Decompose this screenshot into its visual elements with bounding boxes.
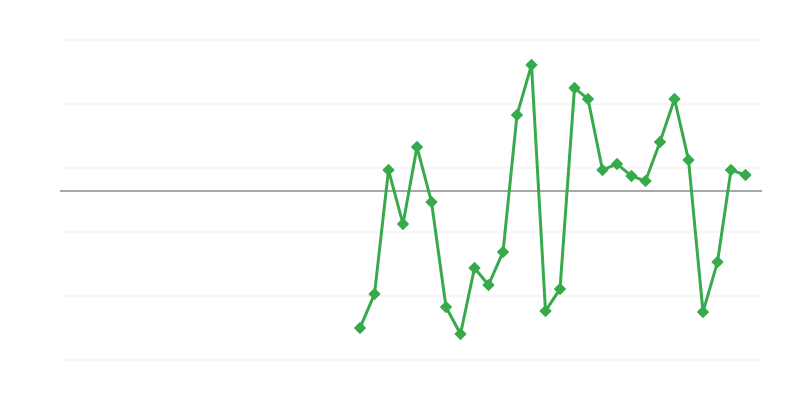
data-point-marker[interactable] [697, 306, 709, 318]
data-point-marker[interactable] [682, 154, 695, 166]
gridlines [60, 39, 762, 361]
data-point-marker[interactable] [625, 170, 638, 182]
data-point-marker[interactable] [596, 164, 609, 176]
data-point-marker[interactable] [440, 301, 452, 313]
data-point-marker[interactable] [554, 283, 566, 295]
data-point-marker[interactable] [611, 158, 623, 170]
data-point-marker[interactable] [368, 288, 381, 300]
data-point-marker[interactable] [654, 136, 666, 148]
data-point-marker[interactable] [411, 141, 423, 153]
data-point-marker[interactable] [711, 256, 724, 268]
data-point-marker[interactable] [397, 218, 409, 230]
data-point-marker[interactable] [539, 305, 552, 317]
data-point-marker[interactable] [354, 322, 366, 334]
data-point-marker[interactable] [482, 279, 495, 291]
data-series [354, 59, 752, 340]
data-point-marker[interactable] [511, 109, 523, 121]
data-point-marker[interactable] [725, 164, 737, 176]
data-point-marker[interactable] [739, 169, 752, 181]
data-point-marker[interactable] [639, 175, 652, 187]
data-point-marker[interactable] [568, 82, 581, 94]
data-point-marker[interactable] [525, 59, 538, 71]
data-point-marker[interactable] [382, 164, 395, 176]
data-point-marker[interactable] [468, 262, 481, 274]
data-point-marker[interactable] [425, 196, 438, 208]
data-point-marker[interactable] [582, 93, 594, 105]
series-line [358, 63, 747, 336]
data-point-marker[interactable] [668, 93, 681, 105]
data-point-marker[interactable] [497, 246, 509, 258]
data-point-marker[interactable] [454, 328, 467, 340]
